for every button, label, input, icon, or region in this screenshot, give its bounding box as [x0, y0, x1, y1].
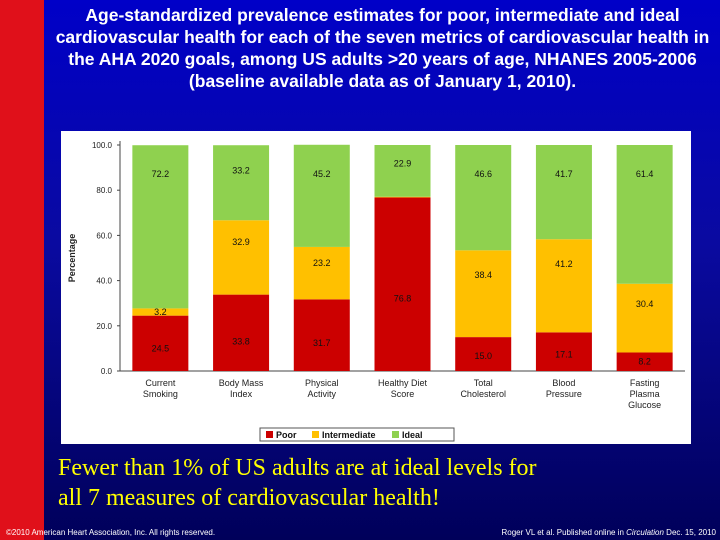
- slide-title: Age-standardized prevalence estimates fo…: [55, 5, 710, 91]
- data-label: 30.4: [636, 299, 654, 309]
- bar-segment-ideal: [132, 145, 189, 309]
- data-label: 8.2: [638, 357, 651, 367]
- x-tick-label: Cholesterol: [460, 389, 506, 399]
- citation-journal: Circulation: [626, 528, 664, 537]
- bar-segment-poor: [455, 337, 512, 371]
- data-label: 23.2: [313, 258, 331, 268]
- bar-segment-poor: [132, 315, 189, 371]
- data-label: 46.6: [474, 169, 492, 179]
- bar-segment-intermediate: [455, 250, 512, 338]
- bar-segment-poor: [213, 294, 270, 371]
- y-tick-label: 0.0: [101, 367, 113, 376]
- legend-label-ideal: Ideal: [402, 430, 423, 440]
- data-label: 31.7: [313, 338, 331, 348]
- bar-segment-ideal: [535, 145, 592, 240]
- x-tick-label: Smoking: [143, 389, 178, 399]
- bar-segment-poor: [293, 299, 350, 371]
- legend-label-intermediate: Intermediate: [322, 430, 376, 440]
- legend-swatch-intermediate: [312, 431, 319, 438]
- copyright-footer: ©2010 American Heart Association, Inc. A…: [6, 528, 216, 537]
- data-label: 72.2: [152, 169, 170, 179]
- x-tick-label: Fasting: [630, 378, 660, 388]
- legend-box: [259, 427, 455, 442]
- data-label: 32.9: [232, 237, 250, 247]
- legend-label-poor: Poor: [276, 430, 297, 440]
- citation-footer: Roger VL et al. Published online in Circ…: [501, 528, 716, 537]
- x-tick-label: Current: [145, 378, 176, 388]
- x-tick-label: Activity: [308, 389, 337, 399]
- bar-segment-poor: [616, 352, 673, 371]
- tagline-line-1: Fewer than 1% of US adults are at ideal …: [58, 455, 537, 481]
- data-label: 76.8: [394, 294, 412, 304]
- y-tick-label: 40.0: [96, 277, 112, 286]
- bar-segment-ideal: [213, 145, 270, 221]
- x-tick-label: Index: [230, 389, 253, 399]
- bar-segment-intermediate: [213, 220, 270, 295]
- y-axis-title: Percentage: [67, 234, 77, 283]
- data-label: 3.2: [154, 307, 167, 317]
- citation-suffix: Dec. 15, 2010: [663, 528, 716, 537]
- bar-segment-poor: [374, 197, 431, 371]
- chart-panel: 0.0 20.0 40.0 60.0 80.0 100.0 Percentage 24.5 3.…: [61, 131, 691, 444]
- data-label: 38.4: [474, 270, 492, 280]
- left-accent-bar: [0, 0, 44, 540]
- legend-swatch-ideal: [392, 431, 399, 438]
- data-label: 24.5: [152, 344, 170, 354]
- bar-segment-intermediate: [535, 239, 592, 333]
- bar-segment-ideal: [374, 145, 431, 197]
- x-tick-label: Total: [474, 378, 493, 388]
- data-label: 41.7: [555, 169, 573, 179]
- legend-swatch-poor: [266, 431, 273, 438]
- bar-segment-ideal: [455, 145, 512, 251]
- y-tick-label: 20.0: [96, 322, 112, 331]
- x-tick-label: Body Mass: [219, 378, 264, 388]
- bar-segment-intermediate: [132, 308, 189, 316]
- x-tick-label: Healthy Diet: [378, 378, 428, 388]
- data-label: 61.4: [636, 169, 654, 179]
- stacked-bar-chart: 0.0 20.0 40.0 60.0 80.0 100.0 Percentage 24.5 3.…: [67, 141, 685, 442]
- data-label: 22.9: [394, 159, 412, 169]
- data-label: 15.0: [474, 351, 492, 361]
- y-tick-label: 100.0: [92, 141, 113, 150]
- y-tick-label: 60.0: [96, 231, 112, 240]
- data-label: 33.8: [232, 336, 250, 346]
- data-label: 45.2: [313, 169, 331, 179]
- bar-segment-intermediate: [374, 196, 431, 198]
- bar-segment-ideal: [616, 145, 673, 284]
- x-tick-label: Glucose: [628, 400, 661, 410]
- x-tick-label: Blood: [552, 378, 575, 388]
- data-label: 33.2: [232, 166, 250, 176]
- citation-prefix: Roger VL et al. Published online in: [501, 528, 627, 537]
- tagline-line-2: all 7 measures of cardiovascular health!: [58, 485, 440, 511]
- data-label: 17.1: [555, 349, 573, 359]
- bar-segment-ideal: [293, 144, 350, 247]
- bar-segment-poor: [535, 332, 592, 371]
- y-tick-label: 80.0: [96, 186, 112, 195]
- bar-segment-intermediate: [616, 283, 673, 353]
- x-tick-label: Pressure: [546, 389, 582, 399]
- tagline: Fewer than 1% of US adults are at ideal …: [58, 453, 698, 513]
- x-tick-label: Score: [391, 389, 415, 399]
- bar-segment-intermediate: [293, 246, 350, 300]
- x-tick-label: Physical: [305, 378, 339, 388]
- x-tick-label: Plasma: [630, 389, 660, 399]
- data-label: 41.2: [555, 259, 573, 269]
